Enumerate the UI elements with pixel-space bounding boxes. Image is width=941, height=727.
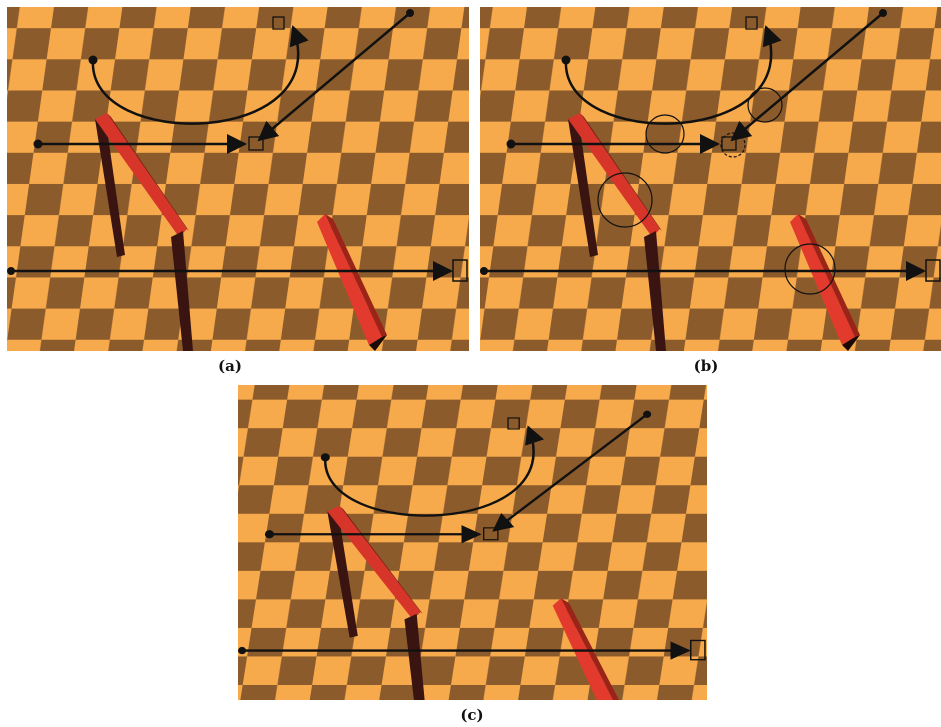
panel-label: (b): [694, 357, 719, 375]
panel-c-view: [238, 381, 707, 723]
page: (a) (b) (c) (() => { const data = JSON.p…: [0, 0, 941, 727]
panel-c-shift: [238, 381, 707, 723]
scene-c: [238, 409, 707, 724]
scene-b: [480, 7, 941, 351]
panel-label: (c): [460, 706, 483, 724]
figure: (a) (b) (c): [0, 0, 941, 727]
panel-b: [480, 7, 941, 351]
scene-a: [7, 7, 469, 351]
panel-a: [7, 7, 469, 351]
panel-label: (a): [218, 357, 242, 375]
panel-c: [238, 381, 707, 723]
